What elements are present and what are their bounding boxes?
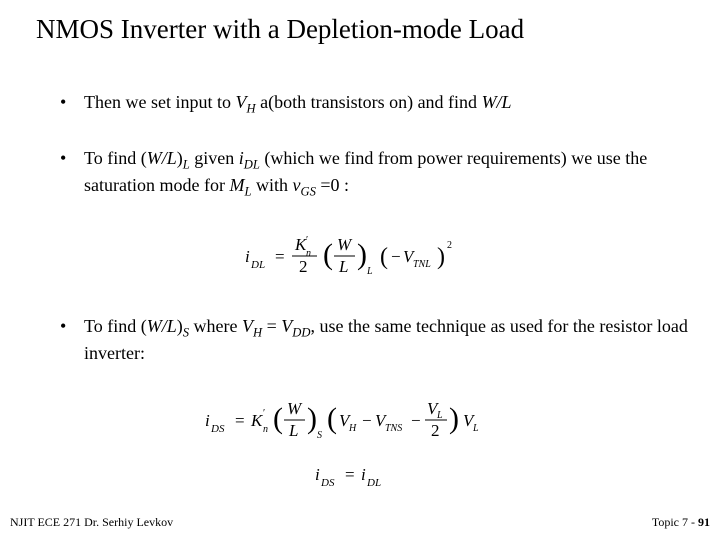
svg-text:DS: DS xyxy=(210,423,225,435)
svg-text:′: ′ xyxy=(306,235,308,246)
text: with xyxy=(251,175,292,195)
svg-text:DL: DL xyxy=(366,477,381,489)
svg-text:2: 2 xyxy=(299,257,308,276)
svg-text:L: L xyxy=(338,257,348,276)
text: given xyxy=(190,148,239,168)
footer-page: 91 xyxy=(698,515,710,529)
text: = xyxy=(262,316,281,336)
svg-text:i: i xyxy=(361,465,366,484)
var-vgs-sub: GS xyxy=(301,184,316,198)
bullet-item-1: Then we set input to VH a(both transisto… xyxy=(60,91,690,117)
svg-text:=: = xyxy=(235,411,245,430)
svg-text:): ) xyxy=(357,238,367,271)
svg-text:TNS: TNS xyxy=(385,423,402,434)
page-title: NMOS Inverter with a Depletion-mode Load xyxy=(36,14,690,45)
svg-text:H: H xyxy=(348,423,357,434)
svg-text:L: L xyxy=(472,423,479,434)
bullet-item-3: To find (W/L)S where VH = VDD, use the s… xyxy=(60,315,690,364)
slide: NMOS Inverter with a Depletion-mode Load… xyxy=(0,0,720,540)
svg-text:2: 2 xyxy=(447,240,452,251)
svg-text:−: − xyxy=(391,247,401,266)
svg-text:2: 2 xyxy=(431,421,440,440)
equation-2: i DS = K ′ n ( W L ) S ( V H xyxy=(60,394,690,454)
svg-text:L: L xyxy=(288,421,298,440)
var-vdd-sub: DD xyxy=(292,326,310,340)
var-wl: W/L xyxy=(147,148,177,168)
text: a(both transistors on) and find xyxy=(256,92,482,112)
text: where xyxy=(189,316,242,336)
var-vh-sub: H xyxy=(246,102,255,116)
var-idl-sub: DL xyxy=(244,158,260,172)
footer: NJIT ECE 271 Dr. Serhiy Levkov Topic 7 -… xyxy=(0,515,720,530)
text: Then we set input to xyxy=(84,92,235,112)
svg-text:TNL: TNL xyxy=(413,259,431,270)
equation-1-svg: i DL = K ′ n 2 ( W L ) L xyxy=(245,230,505,282)
var-vh: V xyxy=(235,92,246,112)
svg-text:): ) xyxy=(449,402,459,435)
equation-3-svg: i DS = i DL xyxy=(315,462,435,490)
equation-3: i DS = i DL xyxy=(60,462,690,496)
svg-text:(: ( xyxy=(380,244,388,270)
svg-text:i: i xyxy=(315,465,320,484)
svg-text:(: ( xyxy=(323,238,333,271)
equation-2-svg: i DS = K ′ n ( W L ) S ( V H xyxy=(205,394,545,448)
footer-left: NJIT ECE 271 Dr. Serhiy Levkov xyxy=(10,515,173,530)
svg-text:L: L xyxy=(366,266,373,277)
svg-text:′: ′ xyxy=(263,408,265,419)
var-wl: W/L xyxy=(147,316,177,336)
svg-text:−: − xyxy=(411,411,421,430)
svg-text:): ) xyxy=(307,402,317,435)
var-wl: W/L xyxy=(482,92,512,112)
svg-text:−: − xyxy=(362,411,372,430)
footer-topic: Topic 7 - xyxy=(652,515,698,529)
text: To find ( xyxy=(84,316,147,336)
svg-text:S: S xyxy=(317,430,322,441)
svg-text:(: ( xyxy=(327,402,337,435)
var-vdd: V xyxy=(281,316,292,336)
text: To find ( xyxy=(84,148,147,168)
var-vh-sub: H xyxy=(253,326,262,340)
svg-text:i: i xyxy=(205,411,210,430)
text: =0 : xyxy=(316,175,349,195)
var-ml: M xyxy=(229,175,244,195)
svg-text:W: W xyxy=(287,399,303,418)
var-vgs: v xyxy=(293,175,301,195)
var-vh: V xyxy=(242,316,253,336)
svg-text:W: W xyxy=(337,235,353,254)
bullet-list: Then we set input to VH a(both transisto… xyxy=(30,91,690,495)
sub-l: L xyxy=(183,158,190,172)
svg-text:(: ( xyxy=(273,402,283,435)
bullet-item-2: To find (W/L)L given iDL (which we find … xyxy=(60,147,690,200)
svg-text:n: n xyxy=(263,424,268,435)
svg-text:DL: DL xyxy=(250,259,265,271)
svg-text:DS: DS xyxy=(320,477,335,489)
svg-text:): ) xyxy=(437,244,445,270)
equation-1: i DL = K ′ n 2 ( W L ) L xyxy=(60,230,690,288)
svg-text:=: = xyxy=(275,247,285,266)
svg-text:K: K xyxy=(250,411,264,430)
footer-right: Topic 7 - 91 xyxy=(652,515,710,530)
svg-text:i: i xyxy=(245,247,250,266)
svg-text:=: = xyxy=(345,465,355,484)
svg-text:L: L xyxy=(436,410,443,421)
